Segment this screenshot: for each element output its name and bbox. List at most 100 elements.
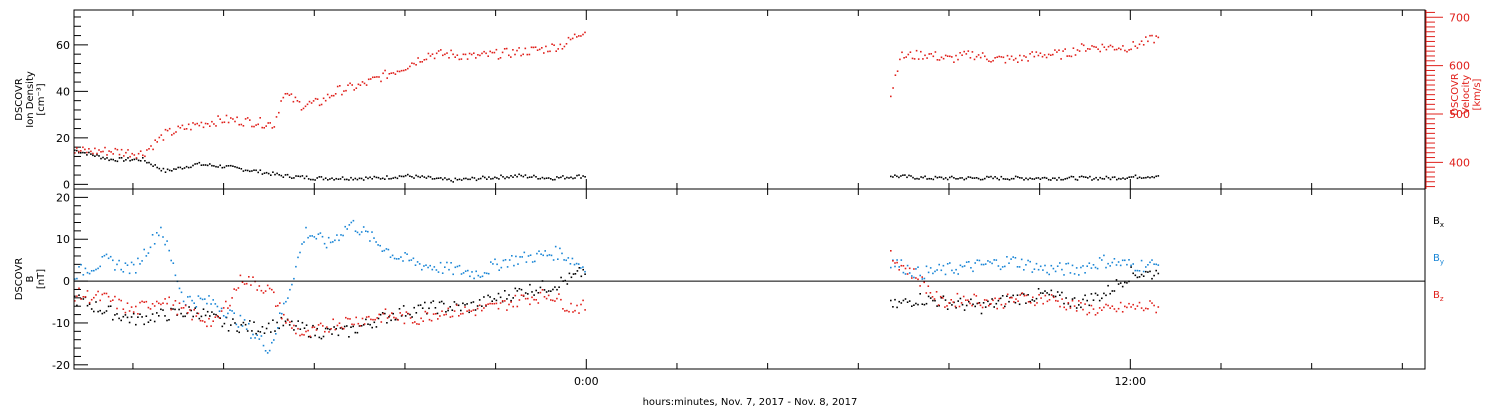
density-point: [388, 178, 390, 180]
field-by-point: [1149, 262, 1151, 264]
velocity-point: [988, 60, 990, 62]
density-point: [1128, 176, 1130, 178]
velocity-point: [1151, 35, 1153, 37]
velocity-point: [914, 58, 916, 60]
velocity-point: [970, 57, 972, 59]
velocity-point: [177, 126, 179, 128]
velocity-point: [438, 50, 440, 52]
field-bz-point: [1049, 299, 1051, 301]
field-by-point: [972, 271, 974, 273]
field-bx-point: [1086, 300, 1088, 302]
field-bz-point: [512, 306, 514, 308]
field-bx-point: [260, 331, 262, 333]
field-tick-label: -10: [52, 317, 70, 330]
density-point: [1089, 176, 1091, 178]
field-bz-point: [1120, 302, 1122, 304]
velocity-point: [384, 70, 386, 72]
density-point: [448, 178, 450, 180]
field-by-point: [1068, 263, 1070, 265]
field-bz-point: [322, 325, 324, 327]
velocity-point: [990, 61, 992, 63]
field-by-point: [425, 264, 427, 266]
field-bz-point: [1145, 308, 1147, 310]
velocity-point: [516, 50, 518, 52]
field-bz-point: [448, 308, 450, 310]
field-bx-point: [367, 323, 369, 325]
field-bz-point: [120, 300, 122, 302]
field-by-point: [269, 350, 271, 352]
density-point: [80, 152, 82, 154]
field-bx-point: [552, 289, 554, 291]
field-by-point: [423, 265, 425, 267]
field-bz-point: [154, 305, 156, 307]
field-bx-point: [283, 325, 285, 327]
density-point: [228, 165, 230, 167]
velocity-point: [467, 58, 469, 60]
field-bz-point: [938, 304, 940, 306]
velocity-point: [397, 71, 399, 73]
velocity-point: [1054, 49, 1056, 51]
field-bx-point: [215, 314, 217, 316]
velocity-point: [1025, 56, 1027, 58]
density-point: [910, 175, 912, 177]
density-point: [319, 176, 321, 178]
density-point: [941, 177, 943, 179]
field-by-point: [966, 261, 968, 263]
density-point: [1015, 176, 1017, 178]
field-bx-point: [312, 325, 314, 327]
density-point: [243, 170, 245, 172]
field-bz-point: [414, 321, 416, 323]
velocity-point: [1056, 51, 1058, 53]
field-bz-point: [285, 322, 287, 324]
velocity-point: [323, 98, 325, 100]
velocity-axis-title: DSCOVRVelocity[km/s]: [1450, 73, 1483, 116]
velocity-point: [584, 32, 586, 34]
velocity-point: [1093, 46, 1095, 48]
velocity-point: [321, 104, 323, 106]
field-bx-point: [1107, 285, 1109, 287]
field-bz-point: [479, 305, 481, 307]
field-bz-point: [915, 277, 917, 279]
density-point: [312, 179, 314, 181]
velocity-point: [405, 69, 407, 71]
field-bx-point: [1019, 304, 1021, 306]
density-point: [486, 178, 488, 180]
field-by-point: [351, 222, 353, 224]
field-by-point: [1040, 266, 1042, 268]
field-bz-point: [265, 290, 267, 292]
density-point: [1133, 176, 1135, 178]
field-bx-point: [901, 302, 903, 304]
velocity-point: [285, 93, 287, 95]
velocity-point: [140, 150, 142, 152]
field-by-point: [1153, 263, 1155, 265]
field-bx-point: [579, 267, 581, 269]
field-bx-point: [454, 301, 456, 303]
field-bz-point: [248, 276, 250, 278]
density-point: [1007, 178, 1009, 180]
field-bx-point: [491, 300, 493, 302]
field-bx-point: [968, 301, 970, 303]
field-bz-point: [289, 321, 291, 323]
velocity-point: [1079, 50, 1081, 52]
field-by-point: [261, 335, 263, 337]
field-by-point: [400, 256, 402, 258]
field-bx-point: [91, 308, 93, 310]
field-bx-point: [266, 328, 268, 330]
field-bz-point: [911, 277, 913, 279]
density-point: [302, 175, 304, 177]
density-point: [976, 177, 978, 179]
field-bz-point: [99, 300, 101, 302]
velocity-point: [313, 100, 315, 102]
density-point: [1042, 177, 1044, 179]
field-bz-point: [399, 312, 401, 314]
field-bz-point: [944, 306, 946, 308]
field-bx-point: [203, 308, 205, 310]
field-bx-point: [1114, 290, 1116, 292]
field-by-point: [291, 284, 293, 286]
field-bz-point: [1003, 307, 1005, 309]
field-by-point: [1141, 260, 1143, 262]
field-bz-point: [930, 292, 932, 294]
velocity-point: [289, 94, 291, 96]
velocity-point: [293, 101, 295, 103]
field-tick-label: 0: [63, 275, 70, 288]
